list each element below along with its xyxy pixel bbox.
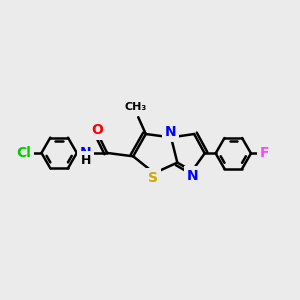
Text: H: H — [81, 154, 91, 167]
Text: O: O — [91, 123, 103, 137]
Text: F: F — [260, 146, 269, 161]
Text: N: N — [164, 125, 176, 139]
Text: Cl: Cl — [16, 146, 31, 160]
Text: N: N — [80, 146, 91, 160]
Text: S: S — [148, 171, 158, 185]
Text: CH₃: CH₃ — [125, 102, 147, 112]
Text: N: N — [187, 169, 199, 183]
